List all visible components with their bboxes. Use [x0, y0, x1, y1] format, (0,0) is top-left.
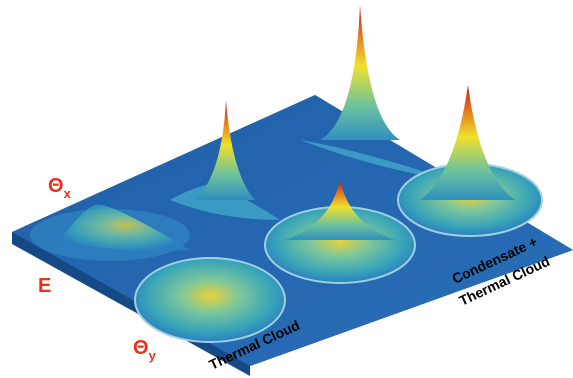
- theta-x-label: Θx: [48, 175, 72, 201]
- distributions: [30, 5, 543, 343]
- subscript: y: [149, 348, 157, 363]
- energy-label: E: [38, 275, 51, 297]
- symbol: Θ: [133, 337, 149, 359]
- subscript: x: [64, 186, 72, 201]
- theta-y-label: Θy: [133, 337, 157, 363]
- symbol: Θ: [48, 175, 64, 197]
